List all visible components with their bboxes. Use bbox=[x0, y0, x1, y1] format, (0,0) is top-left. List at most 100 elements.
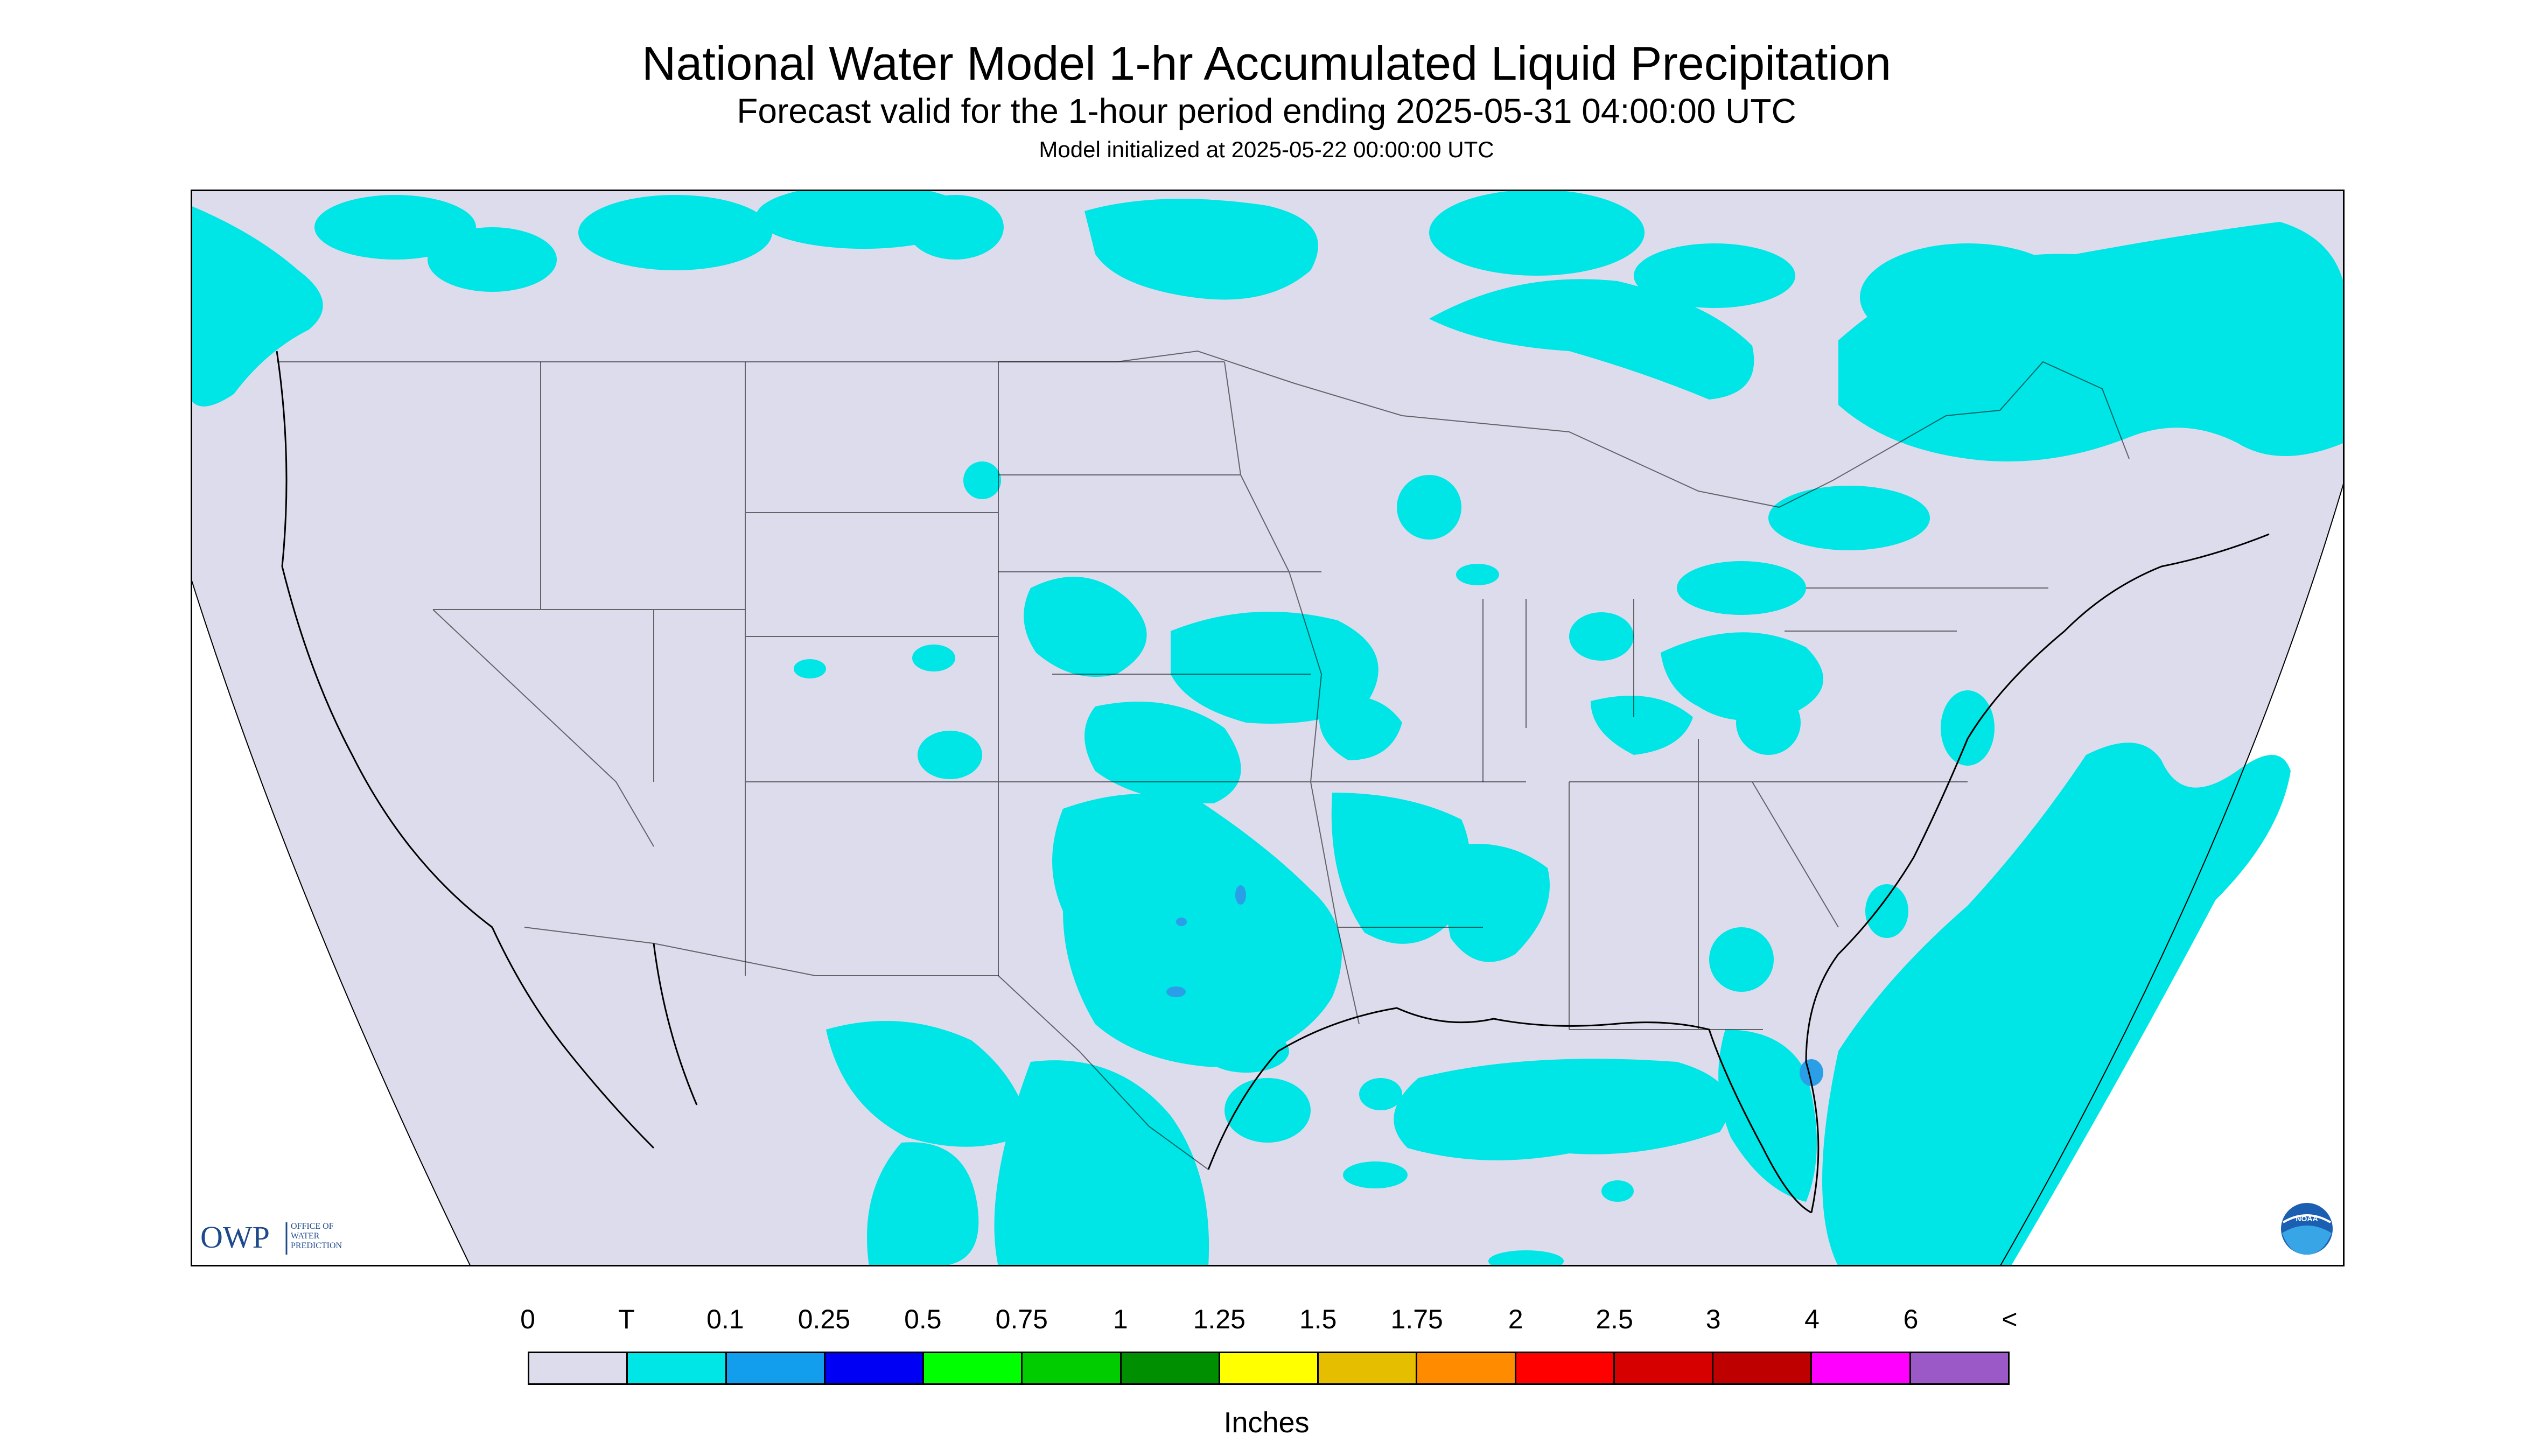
legend-tick-label: 1.75 bbox=[1390, 1304, 1443, 1334]
precip-area-kansas bbox=[1084, 702, 1241, 803]
precip-area-superior bbox=[1429, 279, 1754, 400]
precip-area-co-sw bbox=[912, 645, 955, 671]
precip-area-sd bbox=[963, 461, 1001, 499]
coastline-atlantic bbox=[1805, 533, 2270, 1213]
precip-area-sask-a bbox=[578, 195, 772, 270]
colorbar-swatch bbox=[1516, 1353, 1615, 1383]
precip-heavier-tx-a bbox=[1176, 918, 1187, 926]
precip-area-mexico-sw bbox=[867, 1142, 979, 1266]
legend-tick-label: 3 bbox=[1705, 1304, 1721, 1334]
colorbar-swatch bbox=[1417, 1353, 1516, 1383]
owp-logo-mark: OWP bbox=[200, 1220, 270, 1255]
precip-area-manitoba bbox=[1084, 199, 1318, 300]
precip-area-ontario-south bbox=[1768, 486, 1930, 550]
precip-area-indiana bbox=[1569, 612, 1634, 661]
coastline-baja bbox=[566, 943, 698, 1149]
noaa-emblem-label: NOAA bbox=[2296, 1214, 2318, 1223]
owp-logo-line-2: WATER bbox=[291, 1231, 320, 1241]
colorbar bbox=[528, 1352, 2010, 1385]
legend-tick-label: 0.75 bbox=[995, 1304, 1048, 1334]
precip-area-kansas-ne bbox=[1171, 612, 1379, 724]
coastline-gulf bbox=[1207, 1007, 1812, 1214]
precip-area-nebraska bbox=[1024, 577, 1147, 677]
colorbar-swatch bbox=[529, 1353, 628, 1383]
colorbar-swatch bbox=[628, 1353, 727, 1383]
boundary-west-states bbox=[432, 362, 1300, 976]
colorbar-swatch bbox=[1614, 1353, 1714, 1383]
precip-area-gulf-w bbox=[1359, 1078, 1402, 1110]
precip-area-carolinas bbox=[1709, 927, 1774, 992]
legend-tick-label: 2 bbox=[1508, 1304, 1523, 1334]
precip-heavier-fl bbox=[1800, 1059, 1823, 1086]
precip-area-texas-coast bbox=[1203, 1030, 1289, 1073]
precip-area-mexico-tx bbox=[1068, 1086, 1144, 1145]
model-domain bbox=[191, 190, 2345, 1266]
legend-tick-label: T bbox=[618, 1304, 635, 1334]
precip-area-alberta bbox=[428, 227, 557, 292]
precip-area-kentucky bbox=[1591, 696, 1693, 755]
coastlines bbox=[276, 351, 2270, 1214]
colorbar-swatch bbox=[726, 1353, 825, 1383]
boundary-central-states bbox=[998, 361, 1526, 1025]
colorbar-swatch bbox=[1812, 1353, 1911, 1383]
legend-tick-label: 0.25 bbox=[797, 1304, 851, 1334]
precip-area-ok-ar bbox=[1331, 793, 1470, 944]
precip-area-gulf-e bbox=[1601, 1180, 1634, 1202]
precip-area-utah bbox=[794, 659, 826, 678]
legend-tick-label: 2.5 bbox=[1596, 1304, 1633, 1334]
boundary-eastern-states bbox=[1482, 587, 2048, 1030]
legend-tick-label: 1 bbox=[1112, 1304, 1128, 1334]
precip-area-lake-erie bbox=[1677, 561, 1806, 615]
legend-tick-label: 0 bbox=[520, 1304, 535, 1334]
precip-area-texas bbox=[1052, 794, 1342, 1067]
precip-area-florida bbox=[1718, 1030, 1817, 1202]
owp-logo: OWP OFFICE OF WATER PREDICTION bbox=[200, 1220, 342, 1255]
legend-tick-label: 6 bbox=[1903, 1304, 1919, 1334]
precip-area-gulf-s bbox=[1488, 1250, 1564, 1266]
boundary-us-canada bbox=[277, 350, 2130, 508]
legend-tick-label: 1.25 bbox=[1193, 1304, 1245, 1334]
owp-logo-line-3: PREDICTION bbox=[291, 1241, 342, 1250]
precip-area-quebec bbox=[1838, 222, 2345, 461]
precip-heavier-ok bbox=[1235, 885, 1246, 905]
colorbar-swatch bbox=[1220, 1353, 1319, 1383]
colorbar-swatch bbox=[1121, 1353, 1220, 1383]
precip-area-mexico-north bbox=[826, 1021, 1031, 1147]
colorbar-swatch bbox=[1911, 1353, 2008, 1383]
legend-tick-label: 0.1 bbox=[706, 1304, 744, 1334]
precip-area-mexico-e bbox=[1224, 1078, 1311, 1143]
legend-labels: 0 T 0.1 0.25 0.5 0.75 1 1.25 1.5 1.75 2 2.5 3 4 6 < bbox=[0, 1303, 2533, 1338]
noaa-emblem-icon: NOAA bbox=[2281, 1203, 2333, 1255]
precip-area-ontario-b bbox=[1634, 243, 1795, 308]
colorbar-swatch bbox=[1023, 1353, 1122, 1383]
precip-area-wv bbox=[1736, 690, 1801, 755]
owp-logo-line-1: OFFICE OF bbox=[291, 1222, 334, 1231]
precip-area-atlantic bbox=[1822, 743, 2291, 1266]
precip-area-sask-c bbox=[907, 195, 1004, 260]
colorbar-swatch bbox=[924, 1353, 1023, 1383]
legend-tick-label: 4 bbox=[1804, 1304, 1820, 1334]
precip-area-bermuda-dir bbox=[1865, 884, 1908, 938]
model-init-time: Model initialized at 2025-05-22 00:00:00… bbox=[1039, 137, 1494, 162]
colorbar-swatch bbox=[825, 1353, 925, 1383]
precip-area-ontario-a bbox=[1429, 190, 1645, 276]
precip-area-missouri bbox=[1319, 696, 1402, 760]
precip-area-wisconsin bbox=[1397, 475, 1461, 540]
legend-tick-label: < bbox=[2002, 1304, 2018, 1334]
precip-area-gulf-sw bbox=[1343, 1161, 1408, 1188]
precip-area-mexico-center bbox=[994, 1060, 1209, 1266]
precip-heavier-tx-b bbox=[1166, 986, 1186, 997]
map-frame bbox=[191, 190, 2345, 1266]
precip-heavier bbox=[1166, 885, 1823, 1086]
precip-area-colorado bbox=[918, 731, 982, 779]
colorbar-swatch bbox=[1319, 1353, 1418, 1383]
legend-tick-label: 1.5 bbox=[1299, 1304, 1337, 1334]
legend-units: Inches bbox=[1223, 1406, 1310, 1439]
domain-outline bbox=[191, 480, 2345, 1266]
precip-area-delmarva bbox=[1941, 690, 1995, 766]
precip-area-gulf-central bbox=[1394, 1059, 1730, 1160]
map-subtitle: Forecast valid for the 1-hour period end… bbox=[737, 92, 1796, 130]
precipitation-map: OWP OFFICE OF WATER PREDICTION NOAA bbox=[191, 190, 2345, 1266]
precip-area-michigan bbox=[1456, 564, 1499, 585]
coastline-pacific bbox=[276, 351, 569, 1052]
